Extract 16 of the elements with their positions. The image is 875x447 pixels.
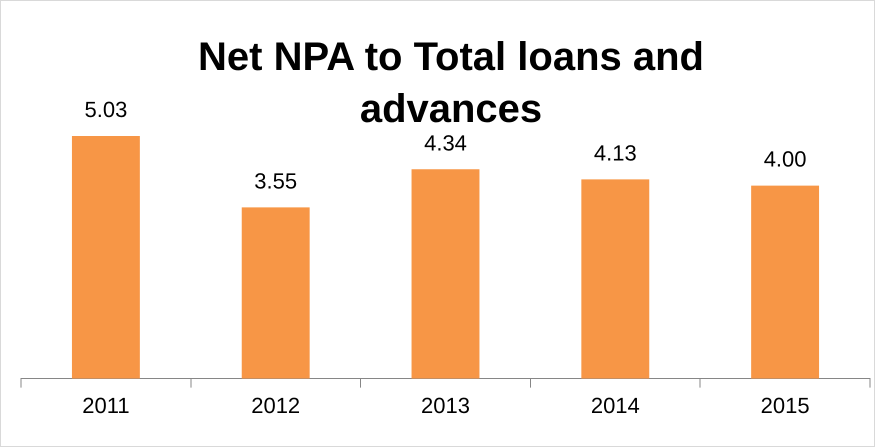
x-tick-label: 2011 xyxy=(82,392,130,418)
bar xyxy=(581,179,650,379)
data-label: 4.13 xyxy=(594,140,637,166)
bar xyxy=(412,169,480,379)
x-tick-label: 2013 xyxy=(421,392,470,418)
chart-title: Net NPA to Total loans and advances xyxy=(197,34,705,133)
bar xyxy=(751,186,820,379)
x-tick-label: 2012 xyxy=(251,392,300,418)
x-tick-label: 2014 xyxy=(590,392,640,418)
x-tick-label: 2015 xyxy=(760,392,810,418)
data-label: 4.34 xyxy=(424,130,467,156)
bar xyxy=(72,136,140,379)
data-label: 4.00 xyxy=(764,146,807,172)
data-label: 3.55 xyxy=(254,168,298,194)
data-label: 5.03 xyxy=(84,97,128,122)
bar xyxy=(242,207,310,379)
